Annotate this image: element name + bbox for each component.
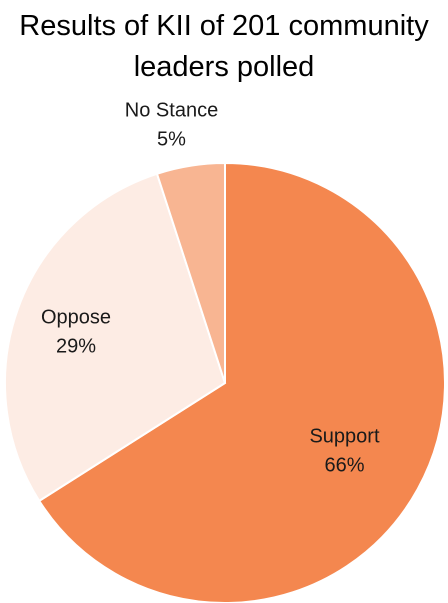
pie-slices [4, 161, 447, 603]
chart-title: Results of KII of 201 community leaders … [0, 6, 448, 88]
pie-labels: Support 66% Oppose 29% No Stance 5% [41, 100, 380, 477]
slice-label-support: Support [309, 426, 379, 448]
pie-slice-no-stance [155, 161, 226, 384]
slice-label-no-stance: No Stance [125, 100, 218, 122]
chart-title-line-1: Results of KII of 201 community [19, 10, 429, 42]
chart-title-line-2: leaders polled [133, 51, 315, 83]
slice-value-oppose: 29% [56, 335, 96, 357]
slice-label-oppose: Oppose [41, 306, 111, 328]
slice-value-support: 66% [324, 455, 364, 477]
slice-value-no-stance: 5% [157, 129, 186, 151]
pie-slice-oppose [4, 172, 227, 503]
pie-slice-support [37, 161, 447, 603]
